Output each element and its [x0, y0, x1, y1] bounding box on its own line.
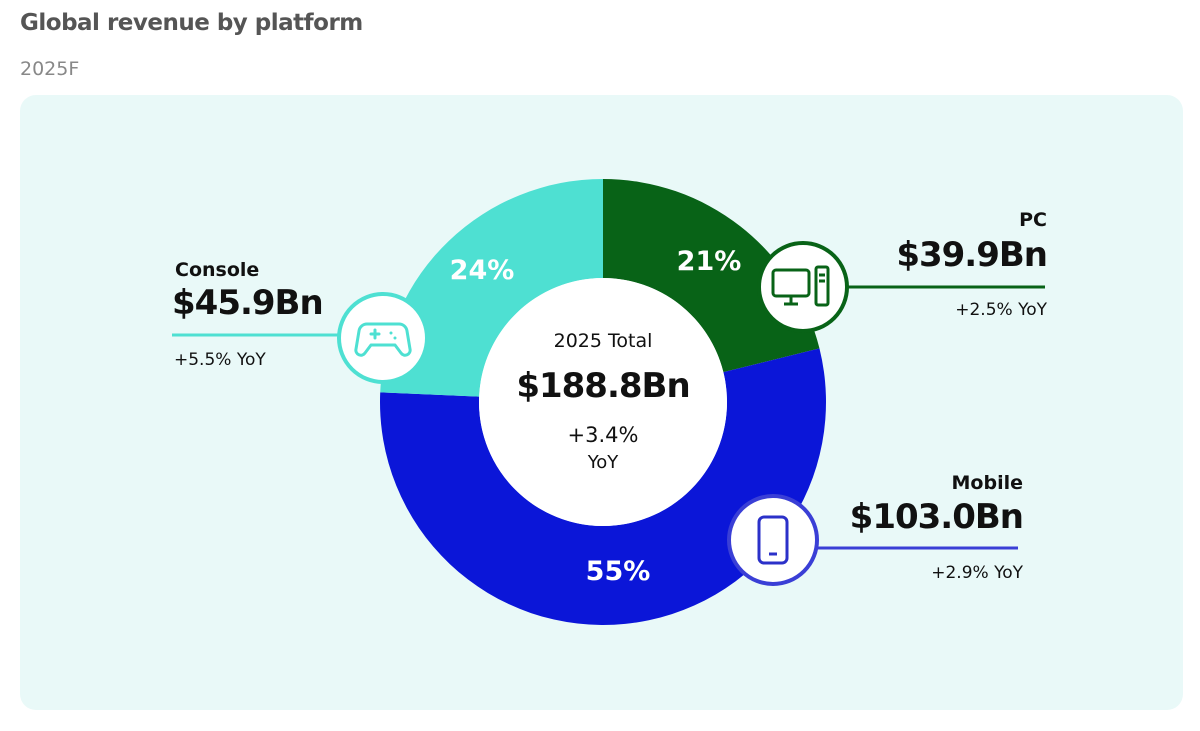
- pc-yoy: +2.5% YoY: [955, 300, 1047, 320]
- pc-name: PC: [1019, 209, 1047, 231]
- console-slice: [380, 179, 603, 397]
- chart-title: Global revenue by platform: [20, 10, 363, 36]
- gamepad-icon: [354, 322, 412, 357]
- total-yoy: +3.4%: [567, 423, 639, 447]
- mobile-percent-label: 55%: [586, 556, 651, 587]
- console-icon-badge: [337, 292, 429, 384]
- console-name: Console: [175, 259, 260, 281]
- mobile-slice: [379, 348, 826, 625]
- console-percent-label: 24%: [450, 255, 515, 286]
- mobile-name: Mobile: [951, 472, 1023, 494]
- pc-icon-badge: [757, 241, 849, 333]
- mobile-yoy: +2.9% YoY: [931, 563, 1023, 583]
- pc-value: $39.9Bn: [896, 235, 1048, 275]
- donut-hole: [479, 278, 727, 526]
- mobile-icon-badge: [727, 494, 819, 586]
- console-value: $45.9Bn: [172, 283, 324, 323]
- pc-percent-label: 21%: [677, 246, 742, 277]
- desktop-computer-icon: [771, 265, 830, 307]
- mobile-value: $103.0Bn: [849, 497, 1024, 537]
- total-yoy-unit: YoY: [587, 452, 619, 473]
- smartphone-icon: [757, 515, 789, 565]
- chart-subtitle: 2025F: [20, 58, 80, 80]
- total-label: 2025 Total: [553, 330, 653, 352]
- total-value: $188.8Bn: [516, 366, 690, 406]
- pc-slice: [603, 179, 820, 373]
- console-yoy: +5.5% YoY: [174, 350, 266, 370]
